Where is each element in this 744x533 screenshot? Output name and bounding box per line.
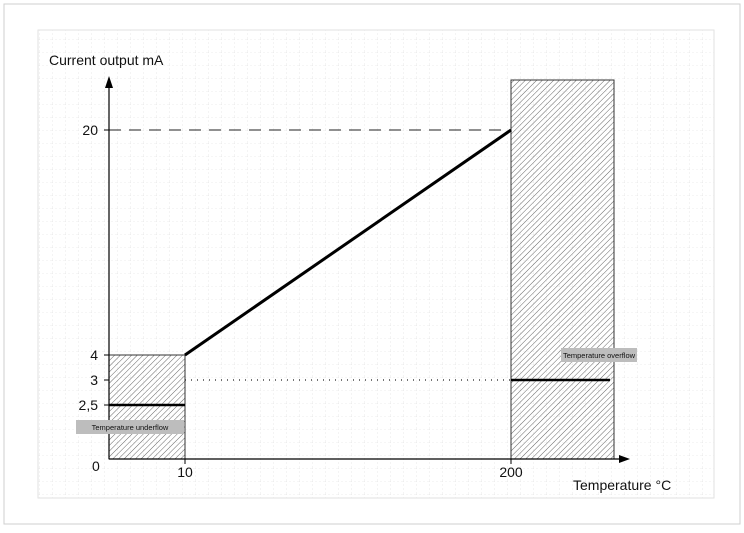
overflow-zone — [510, 79, 615, 460]
x-axis-arrow-icon — [619, 455, 630, 463]
overflow-label-box — [561, 348, 637, 362]
y-tick-label: 20 — [82, 122, 98, 138]
y-tick-label: 2,5 — [79, 397, 99, 413]
reference-lines — [109, 129, 511, 381]
x-axis-label: Temperature °C — [573, 477, 671, 493]
series-line — [184, 128, 512, 357]
origin-label: 0 — [92, 458, 100, 474]
y-tick-label: 3 — [90, 372, 98, 388]
chart-marks — [109, 128, 610, 407]
x-tick-label: 10 — [177, 464, 193, 480]
underflow-label: Temperature underflow — [92, 423, 169, 432]
underflow-label-box — [76, 420, 184, 434]
x-tick-label: 200 — [499, 464, 523, 480]
y-axis-arrow-icon — [105, 76, 113, 88]
y-axis-label: Current output mA — [49, 52, 164, 68]
y-tick-label: 4 — [90, 347, 98, 363]
underflow-zone — [108, 354, 186, 460]
overflow-label: Temperature overflow — [563, 351, 636, 360]
tick-labels: 20 4 3 2,5 10 200 — [79, 122, 523, 480]
